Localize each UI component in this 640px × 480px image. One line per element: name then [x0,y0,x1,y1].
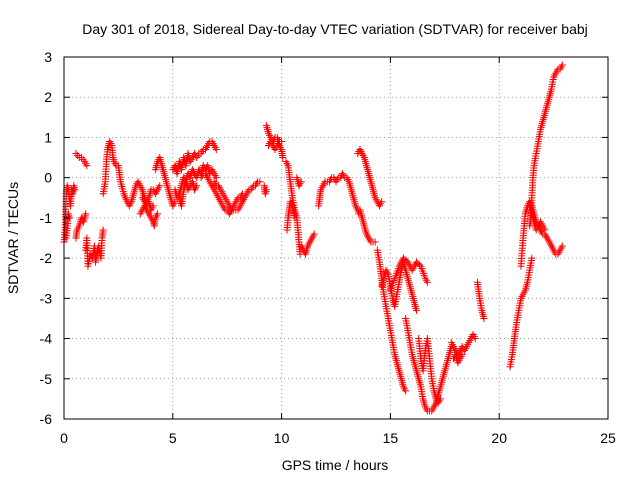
data-point [558,242,566,250]
data-point [415,261,423,269]
y-tick-label: -4 [40,331,53,347]
data-point [541,226,549,234]
data-point [278,137,286,145]
data-point [558,61,566,69]
y-tick-label: -2 [40,250,53,266]
data-point [423,278,431,286]
data-point [83,162,91,170]
data-point [413,306,421,314]
data-point [212,146,220,154]
x-tick-label: 15 [383,430,399,446]
y-tick-label: 2 [44,89,52,105]
data-point [262,186,270,194]
x-tick-label: 25 [600,430,616,446]
data-point [156,182,164,190]
data-point [436,395,444,403]
data-point [378,198,386,206]
data-point [291,214,299,222]
data-point [279,154,287,162]
y-tick-label: -3 [40,290,53,306]
axis-ticks [63,56,609,420]
data-point [402,387,410,395]
data-point [154,210,162,218]
y-tick-labels: 3 2 1 0 -1 -2 -3 -4 -5 -6 [40,49,53,427]
data-point [71,186,79,194]
x-axis-label: GPS time / hours [282,457,389,473]
data-point [480,314,488,322]
data-point [238,190,246,198]
data-point [371,238,379,246]
data-point [528,254,536,262]
data-series [60,61,566,415]
x-tick-label: 20 [491,430,507,446]
y-tick-label: 3 [44,49,52,65]
x-tick-label: 0 [60,430,68,446]
data-point [82,210,90,218]
y-tick-label: -6 [40,411,53,427]
y-tick-label: -1 [40,210,53,226]
data-point [310,230,318,238]
data-point [458,351,466,359]
data-point [149,202,157,210]
plot-frame [63,56,609,420]
y-tick-label: -5 [40,371,53,387]
y-axis-label: SDTVAR / TECUs [5,182,21,294]
x-tick-labels: 0 5 10 15 20 25 [60,430,616,446]
chart-title: Day 301 of 2018, Sidereal Day-to-day VTE… [82,21,588,37]
data-point [256,178,264,186]
x-tick-label: 5 [169,430,177,446]
data-point [99,226,107,234]
y-tick-label: 0 [44,170,52,186]
data-point [297,178,305,186]
x-tick-label: 10 [274,430,290,446]
data-point [471,335,479,343]
data-point [212,174,220,182]
y-tick-label: 1 [44,129,52,145]
data-point [193,182,201,190]
